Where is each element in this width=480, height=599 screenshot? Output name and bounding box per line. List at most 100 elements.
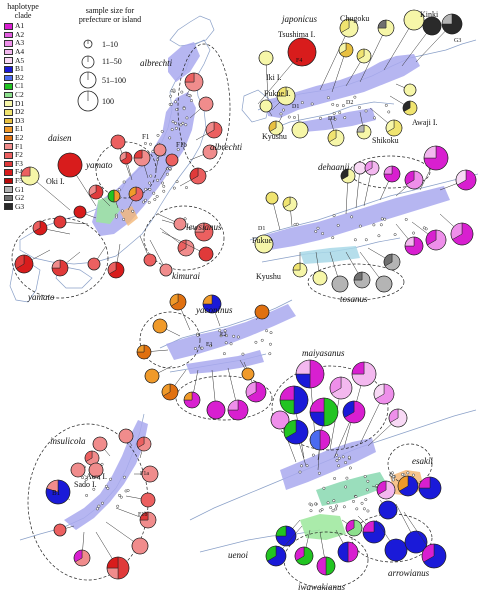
sample-site-dot bbox=[209, 344, 213, 348]
pie-outline bbox=[279, 385, 309, 415]
pie-outline bbox=[245, 381, 267, 403]
sample-site-dot bbox=[187, 94, 191, 97]
pie-outline bbox=[340, 168, 356, 184]
pie-outline bbox=[205, 121, 223, 139]
pie-outline bbox=[351, 361, 377, 387]
pie-leader-line bbox=[161, 231, 207, 255]
sample-site-dot bbox=[364, 109, 368, 113]
pie-outline bbox=[259, 99, 273, 113]
sample-site-dot bbox=[175, 180, 179, 184]
sample-site-dot bbox=[316, 226, 320, 230]
sample-site-dot bbox=[391, 471, 394, 475]
subspecies-label-dehaanii: dehaanii bbox=[318, 162, 350, 172]
place-label-tsushima: Tsushima I. bbox=[278, 30, 316, 39]
sample-site-dot bbox=[155, 194, 159, 198]
sample-site-dot bbox=[360, 501, 364, 505]
pie-outline bbox=[421, 543, 447, 569]
sample-site-dot bbox=[298, 470, 302, 474]
sample-site-dot bbox=[412, 231, 415, 235]
legend-code: F5 bbox=[15, 175, 23, 185]
legend-swatch bbox=[4, 143, 13, 150]
pie-leader-line bbox=[355, 167, 361, 209]
sample-site-dot bbox=[362, 507, 366, 511]
sample-site-dot bbox=[373, 116, 376, 120]
sample-site-dot bbox=[122, 180, 126, 184]
place-label-kinki: Kinki bbox=[420, 10, 439, 19]
size-legend-label: 1–10 bbox=[102, 40, 118, 49]
pie-outline bbox=[258, 50, 274, 66]
sample-site-dot bbox=[287, 115, 291, 119]
sample-site-dot bbox=[116, 504, 120, 508]
haplotype-label-d2: D2 bbox=[346, 100, 354, 106]
pie-outline bbox=[131, 537, 149, 555]
sample-site-dot bbox=[350, 215, 354, 219]
sample-site-dot bbox=[106, 486, 110, 490]
pie-outline bbox=[397, 475, 419, 497]
sample-site-dot bbox=[156, 178, 160, 182]
sample-site-dot bbox=[310, 102, 314, 106]
pie-outline bbox=[441, 13, 463, 35]
sample-site-dot bbox=[383, 217, 387, 221]
legend-code: A2 bbox=[15, 29, 25, 39]
sample-site-dot bbox=[160, 129, 164, 133]
sample-site-dot bbox=[190, 99, 193, 103]
pie-outline bbox=[202, 144, 218, 160]
legend-item-f3: F3 bbox=[4, 159, 42, 169]
sample-site-dot bbox=[292, 116, 296, 119]
legend-item-e1: E1 bbox=[4, 125, 42, 134]
pie-outline bbox=[206, 400, 226, 420]
pie-outline bbox=[133, 149, 151, 167]
distribution-area-green bbox=[316, 472, 388, 506]
legend-code: F2 bbox=[15, 150, 23, 160]
sample-site-dot bbox=[180, 90, 184, 94]
legend-code: D1 bbox=[15, 98, 25, 108]
sample-site-dot bbox=[81, 476, 84, 480]
pie-outline bbox=[14, 254, 34, 274]
group-outline-yaconinus-south bbox=[175, 375, 273, 421]
sample-site-dot bbox=[331, 509, 335, 513]
sample-site-dot bbox=[223, 329, 227, 333]
subspecies-label-yamato: yamato bbox=[86, 160, 113, 170]
pie-outline bbox=[364, 160, 380, 176]
group-outline-yaconinus bbox=[139, 311, 201, 369]
pie-outline bbox=[356, 124, 372, 140]
sample-site-dot bbox=[148, 181, 151, 185]
legend-item-d3: D3 bbox=[4, 116, 42, 126]
legend-item-d2: D2 bbox=[4, 108, 42, 117]
sample-site-dot bbox=[345, 476, 349, 480]
sample-site-dot bbox=[92, 487, 96, 491]
sample-site-dot bbox=[168, 136, 172, 140]
sample-site-dot bbox=[183, 217, 187, 221]
legend-swatch bbox=[4, 126, 13, 133]
pie-outline bbox=[377, 19, 395, 37]
sample-site-dot bbox=[142, 200, 145, 204]
pie-outline bbox=[227, 399, 249, 421]
pie-outline bbox=[337, 541, 359, 563]
pie-outline bbox=[106, 556, 130, 580]
sample-site-dot bbox=[305, 464, 309, 468]
pie-slice bbox=[309, 359, 325, 389]
sample-site-dot bbox=[218, 329, 222, 333]
haplotype-label-f4: F4 bbox=[296, 58, 303, 64]
subspecies-label-tosanus: tosanus bbox=[340, 294, 368, 304]
pie-outline bbox=[418, 476, 442, 500]
pie-outline bbox=[316, 556, 336, 576]
pie-outline bbox=[404, 530, 428, 554]
place-label-sado: Sado I. bbox=[74, 480, 97, 489]
sample-site-dot bbox=[333, 477, 337, 480]
pie-outline bbox=[338, 42, 354, 58]
pie-outline bbox=[342, 400, 366, 424]
pie-outline bbox=[356, 48, 372, 64]
haplotype-label-f1a: F1a bbox=[140, 471, 149, 477]
sample-site-dot bbox=[355, 507, 359, 511]
distribution-area-maiyasanus bbox=[280, 438, 376, 490]
pie-outline bbox=[403, 9, 425, 31]
pie-outline bbox=[327, 129, 345, 147]
haplotype-label-f1b: F1b bbox=[176, 141, 187, 149]
place-label-kyushu-lower: Kyushu bbox=[256, 272, 281, 281]
sample-site-dot bbox=[165, 172, 169, 176]
sample-site-dot bbox=[229, 342, 233, 346]
sample-site-dot bbox=[169, 94, 173, 98]
sample-site-dot bbox=[326, 96, 330, 100]
sample-site-dot bbox=[334, 507, 338, 511]
